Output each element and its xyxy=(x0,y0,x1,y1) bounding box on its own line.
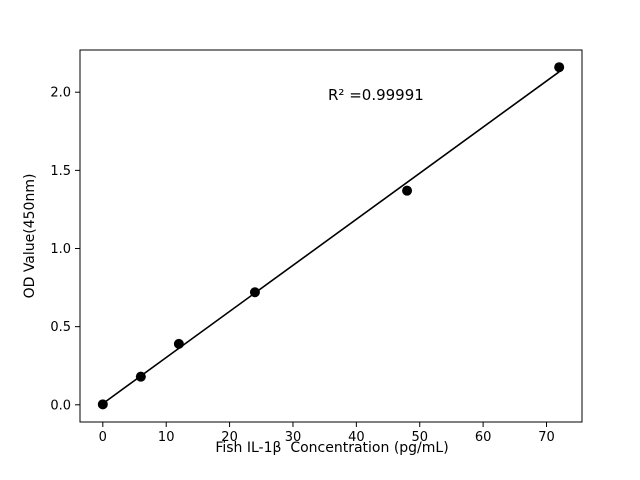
x-tick-label: 60 xyxy=(475,430,492,445)
x-tick-label: 0 xyxy=(99,430,107,445)
x-tick-label: 30 xyxy=(285,430,302,445)
x-tick-label: 20 xyxy=(221,430,238,445)
y-tick-label: 0.0 xyxy=(50,398,71,413)
y-tick-label: 1.5 xyxy=(50,164,71,179)
data-point xyxy=(173,338,184,349)
x-tick-label: 50 xyxy=(411,430,428,445)
fit-line xyxy=(102,71,560,405)
y-tick-label: 1.0 xyxy=(50,242,71,257)
y-tick-label: 0.5 xyxy=(50,320,71,335)
x-tick-label: 40 xyxy=(348,430,365,445)
data-point xyxy=(249,287,260,298)
plot-frame xyxy=(79,49,583,423)
x-tick-label: 70 xyxy=(538,430,555,445)
y-axis-label: OD Value(450nm) xyxy=(22,173,38,299)
data-point xyxy=(97,399,108,410)
data-point xyxy=(135,371,146,382)
r-squared-annotation: R² =0.99991 xyxy=(328,86,424,104)
data-point xyxy=(554,62,565,73)
x-axis-label: Fish IL-1β Concentration (pg/mL) xyxy=(215,440,449,456)
y-tick-label: 2.0 xyxy=(50,86,71,101)
data-point xyxy=(402,185,413,196)
x-tick-label: 10 xyxy=(158,430,175,445)
